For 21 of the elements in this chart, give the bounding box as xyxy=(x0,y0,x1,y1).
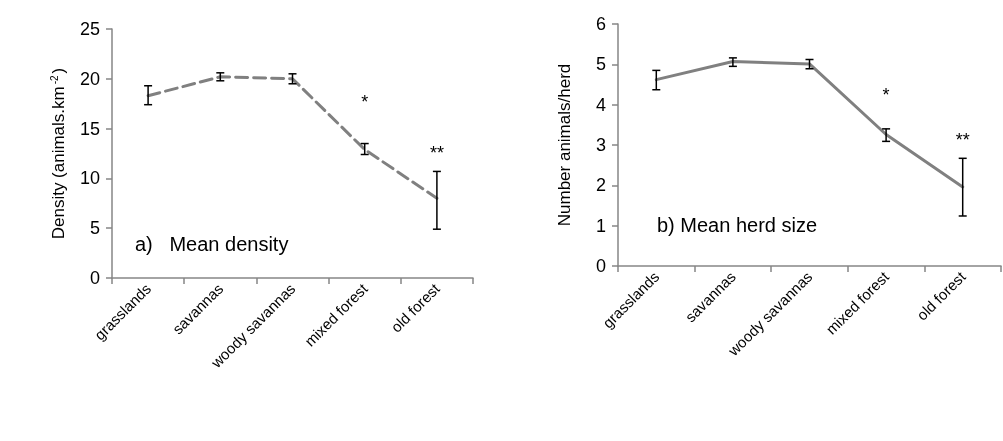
y-tick-label: 2 xyxy=(595,175,606,196)
y-tick-label: 4 xyxy=(595,94,606,115)
y-tick-label: 0 xyxy=(89,268,100,288)
y-tick-label: 25 xyxy=(79,19,100,39)
y-tick-label: 10 xyxy=(79,168,100,189)
y-tick-label: 3 xyxy=(595,135,606,155)
y-tick-label: 5 xyxy=(89,218,100,239)
annotation: ** xyxy=(429,143,444,164)
text: b) Mean herd size xyxy=(657,214,818,236)
y-tick-label: 0 xyxy=(595,256,606,276)
annotation: * xyxy=(882,84,890,105)
y-tick-label: 15 xyxy=(79,118,100,139)
y-tick-label: 20 xyxy=(79,68,100,89)
y-tick-label: 6 xyxy=(595,14,606,34)
y-axis-title: Number animals/herd xyxy=(555,63,574,227)
y-axis-title: Density (animals.km-2) xyxy=(48,67,68,240)
y-tick-label: 1 xyxy=(595,215,606,236)
annotation: * xyxy=(361,91,369,112)
text: a) Mean density xyxy=(135,233,289,255)
annotation: ** xyxy=(955,130,970,151)
y-tick-label: 5 xyxy=(595,54,606,75)
